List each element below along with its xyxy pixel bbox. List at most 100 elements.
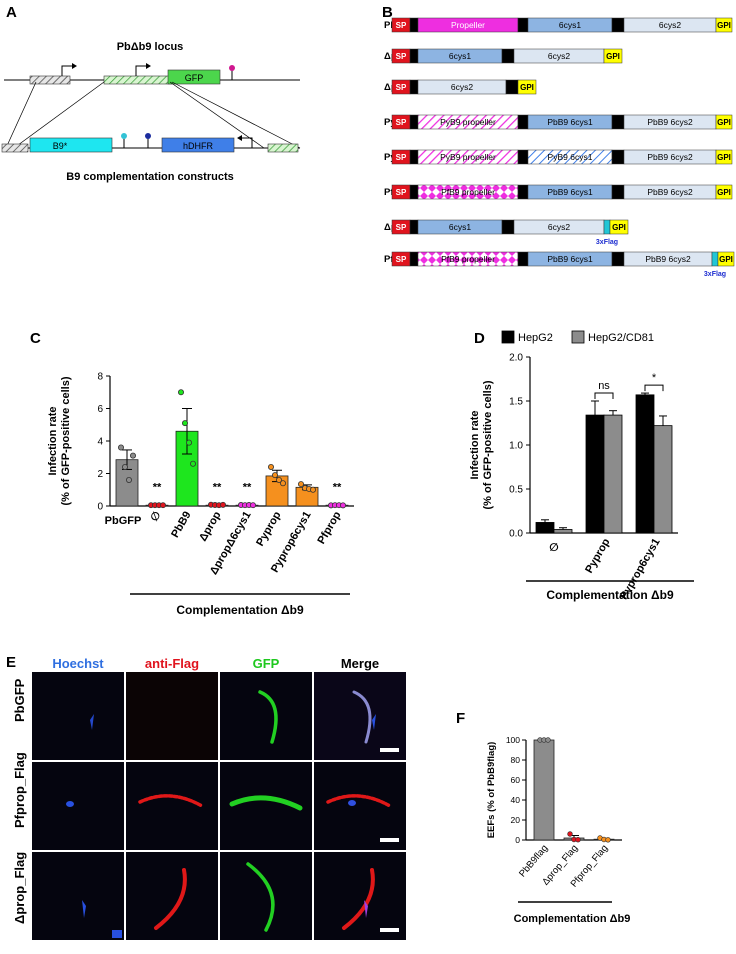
y-tick-label: 2.0 <box>509 353 523 364</box>
gfp-box <box>167 69 221 85</box>
segment-label: 6cys1 <box>449 51 471 61</box>
bar <box>553 529 573 534</box>
segment-label: SP <box>396 83 407 92</box>
row-head-pbgfp: PbGFP <box>12 678 27 722</box>
construct-segment <box>715 17 733 33</box>
segment-label: 6cys2 <box>451 82 473 92</box>
y-axis-label-line: (% of GFP-positive cells) <box>60 376 72 505</box>
construct-segment <box>517 184 529 200</box>
col-head-gfp: GFP <box>252 656 280 671</box>
legend-swatch <box>571 330 585 344</box>
hdhfr-label: hDHFR <box>183 141 214 151</box>
data-point <box>122 464 129 471</box>
row-head-pfprop-flag: Pfprop_Flag <box>12 752 27 828</box>
x-tick-label: Δprop <box>197 509 224 543</box>
x-axis-label: Complementation Δb9 <box>514 913 631 925</box>
construct-segment <box>409 251 419 267</box>
segment-label: PyB9 propeller <box>440 117 496 127</box>
data-point <box>275 476 282 483</box>
construct-segment <box>715 114 733 130</box>
significance-bracket <box>644 384 664 392</box>
segment-label: 6cys1 <box>449 222 471 232</box>
x-tick-label: PbGFP <box>105 515 142 527</box>
segment-label: SP <box>396 118 407 127</box>
y-axis-label: Infection rate(% of GFP-positive cells) <box>47 376 72 505</box>
segment-label: PbB9 6cys2 <box>647 152 693 162</box>
x-tick-label: ∅ <box>549 542 558 554</box>
construct-segment <box>409 17 419 33</box>
segment-label: 6cys1 <box>559 20 581 30</box>
gfp-label: GFP <box>185 73 204 83</box>
y-tick-label: 1.5 <box>509 397 523 408</box>
data-point <box>185 439 192 446</box>
micrograph-pbgfp-gfp <box>220 672 312 760</box>
bar <box>533 739 555 841</box>
data-point <box>130 452 137 459</box>
segment-label: GPI <box>520 83 534 92</box>
scale-bar <box>380 838 399 842</box>
panel-label-a: A <box>6 4 17 21</box>
y-tick-label: 0.0 <box>509 529 523 540</box>
locus-title: PbΔb9 locus <box>117 41 184 53</box>
panel-b-construct-diagram: PbB9SPPropeller6cys16cys2GPIΔpropSP6cys1… <box>384 17 735 278</box>
construct-segment <box>603 219 611 235</box>
micrograph-pfprop-antiflag <box>126 762 218 850</box>
micrograph-pbgfp-antiflag <box>126 672 218 760</box>
data-point <box>159 502 166 509</box>
y-tick-label: 2 <box>97 469 103 480</box>
micrograph-dprop-merge <box>314 852 406 940</box>
data-point <box>126 476 133 483</box>
data-point <box>271 472 278 479</box>
x-tick-label: ∅ <box>148 510 163 524</box>
data-point <box>279 480 286 487</box>
construct-segment <box>611 114 625 130</box>
construct-segment <box>603 48 623 64</box>
micrograph-pbgfp-hoechst <box>32 672 124 760</box>
significance-bracket <box>594 392 614 399</box>
col-head-merge: Merge <box>340 656 380 671</box>
construct-segment <box>717 251 735 267</box>
segment-label: PbB9 6cys1 <box>547 117 593 127</box>
data-point <box>545 737 551 743</box>
y-tick-label: 60 <box>511 775 521 785</box>
bar <box>585 414 605 534</box>
segment-label: SP <box>396 188 407 197</box>
micrograph-dprop-gfp <box>220 852 312 940</box>
segment-label: 6cys2 <box>548 51 570 61</box>
y-axis-label-line: Infection rate <box>469 410 481 479</box>
segment-label: GPI <box>717 188 731 197</box>
significance-label: ** <box>213 481 222 493</box>
row-head-dprop-flag: Δprop_Flag <box>12 851 27 924</box>
segment-label: PyB9 6cys1 <box>548 152 593 162</box>
data-point <box>249 502 256 509</box>
col-head-hoechst: Hoechst <box>52 656 104 671</box>
segment-label: SP <box>396 52 407 61</box>
y-tick-label: 0 <box>97 502 103 513</box>
construct-segment <box>517 149 529 165</box>
scale-bar <box>380 928 399 932</box>
y-tick-label: 8 <box>97 372 103 383</box>
segment-label: PbB9 6cys2 <box>645 254 691 264</box>
data-point <box>575 836 581 843</box>
significance-label: ** <box>333 481 342 493</box>
construct-segment <box>611 17 625 33</box>
micrograph-pfprop-merge <box>314 762 406 850</box>
construct-segment <box>409 149 419 165</box>
segment-label: SP <box>396 153 407 162</box>
segment-label: PbB9 6cys2 <box>647 187 693 197</box>
b9-label: B9* <box>53 141 68 151</box>
construct-segment <box>517 17 529 33</box>
segment-label: PfB9 propeller <box>441 187 495 197</box>
segment-label: Propeller <box>451 20 485 30</box>
x-tick-label: Pyprop <box>583 536 612 575</box>
col-head-anti-flag: anti-Flag <box>144 656 200 671</box>
panel-a-locus-diagram: PbΔb9 locus GFP B9* hDHFR <box>1 41 301 183</box>
x-tick-label: PbB9 <box>169 510 193 540</box>
bar <box>635 394 655 534</box>
construct-segment <box>501 48 515 64</box>
segment-label: PbB9 6cys2 <box>647 117 693 127</box>
data-point <box>297 481 304 488</box>
construct-segment <box>409 219 419 235</box>
flag-tag-label: 3xFlag <box>596 239 618 246</box>
